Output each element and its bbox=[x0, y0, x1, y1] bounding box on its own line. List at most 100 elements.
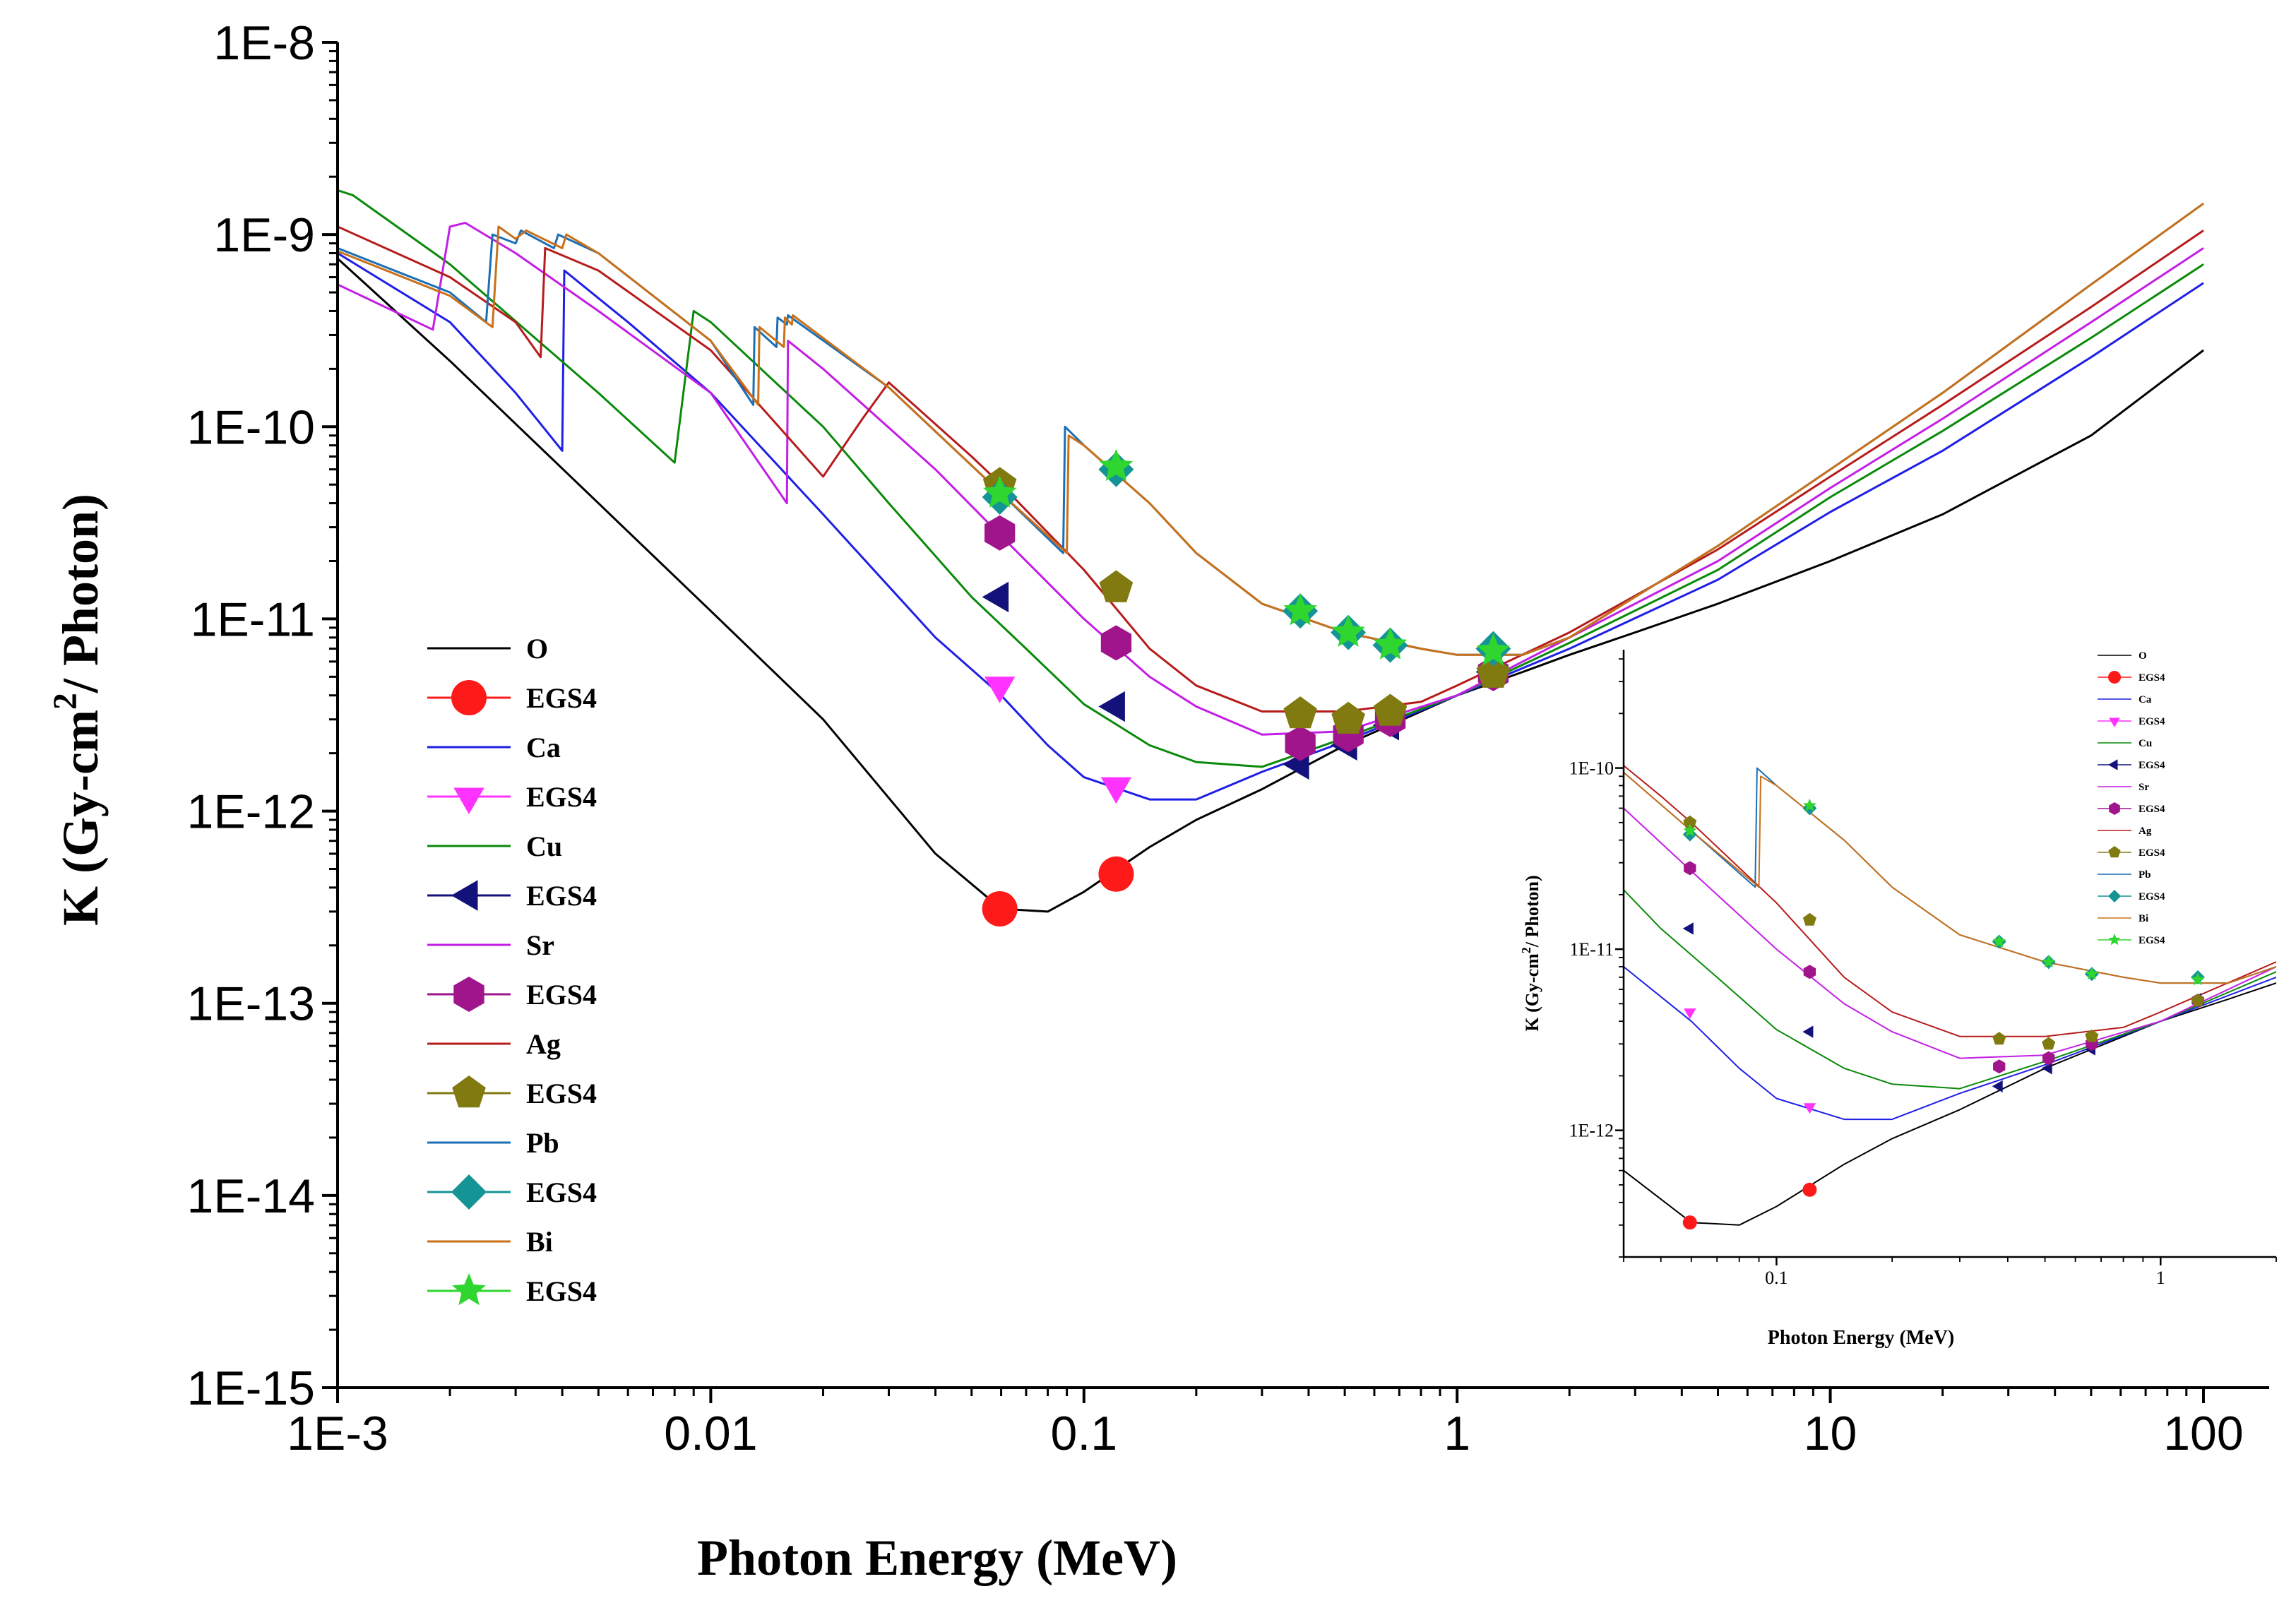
legend-marker-sr bbox=[453, 977, 484, 1012]
egs4-marker-cu bbox=[982, 581, 1009, 613]
inset-egs4-marker-o bbox=[1682, 1215, 1697, 1230]
inset-egs4-marker-ag bbox=[2085, 1029, 2099, 1042]
egs4-marker-sr bbox=[1100, 625, 1132, 661]
egs4-marker-bi bbox=[1373, 627, 1408, 660]
legend-label: Cu bbox=[526, 830, 562, 862]
y-tick-label: 1E-9 bbox=[213, 208, 315, 262]
egs4-marker-sr bbox=[1285, 725, 1316, 761]
main-series-group bbox=[338, 189, 2204, 913]
egs4-marker-sr bbox=[985, 515, 1016, 551]
legend-label: Ag bbox=[526, 1028, 561, 1060]
inset-markers-group bbox=[1682, 798, 2205, 1230]
egs4-marker-ca bbox=[985, 677, 1016, 703]
inset-egs4-marker-ag bbox=[1683, 815, 1697, 828]
y-axis-title: K (Gy-cm2/ Photon) bbox=[47, 494, 109, 926]
inset-legend-marker-sr bbox=[2109, 802, 2120, 815]
series-line-ca bbox=[338, 252, 2204, 801]
inset-axes: 0.1 1 1E-12 1E-11 1E-10 bbox=[1569, 650, 2277, 1288]
legend-label: EGS4 bbox=[526, 1176, 597, 1208]
x-axis-title: Photon Energy (MeV) bbox=[697, 1530, 1177, 1586]
inset-legend-marker-ca bbox=[2109, 717, 2120, 727]
inset-y-axis-title-tail: / Photon) bbox=[1522, 875, 1542, 948]
y-axis-title-tail: / Photon) bbox=[52, 494, 109, 693]
egs4-marker-ag bbox=[1283, 696, 1317, 729]
legend-marker-cu bbox=[451, 880, 478, 911]
inset-series-line-sr bbox=[1624, 807, 2276, 1059]
inset-legend: O EGS4 Ca EGS4 Cu EGS4 Sr EGS4 Ag EGS4 Pb EGS4 Bi EGS… bbox=[2098, 650, 2165, 946]
legend-marker-ag bbox=[452, 1075, 486, 1108]
egs4-marker-ag bbox=[1373, 693, 1408, 726]
legend-label: O bbox=[526, 633, 548, 665]
inset-legend-marker-ag bbox=[2108, 846, 2121, 858]
inset-legend-label: EGS4 bbox=[2139, 716, 2165, 727]
egs4-marker-o bbox=[982, 890, 1018, 926]
inset-egs4-marker-sr bbox=[1803, 965, 1816, 979]
y-tick-label: 1E-12 bbox=[187, 785, 315, 839]
y-tick-label: 1E-8 bbox=[213, 16, 315, 70]
inset-legend-label: EGS4 bbox=[2139, 760, 2165, 771]
inset-egs4-marker-o bbox=[1802, 1182, 1817, 1197]
inset-series-line-ag bbox=[1624, 764, 2276, 1037]
inset-series-line-ca bbox=[1624, 965, 2276, 1121]
main-legend: O EGS4 Ca EGS4 Cu EGS4 Sr EGS4 Ag EGS4 Pb EGS4 Bi EGS… bbox=[427, 633, 597, 1307]
x-tick-label: 0.01 bbox=[664, 1407, 757, 1460]
egs4-marker-bi bbox=[1099, 448, 1134, 481]
inset-y-axis-title: K (Gy-cm2/ Photon) bbox=[1519, 875, 1542, 1031]
y-axis-title-superscript: 2 bbox=[47, 693, 84, 710]
legend-marker-bi bbox=[452, 1273, 486, 1306]
inset-legend-label: EGS4 bbox=[2139, 935, 2165, 946]
inset-background bbox=[1624, 650, 2276, 1257]
inset-legend-label: Cu bbox=[2139, 738, 2152, 749]
inset-egs4-marker-bi bbox=[2191, 972, 2205, 986]
inset-y-axis-title-main: K (Gy-cm bbox=[1522, 953, 1542, 1032]
inset-series-line-cu bbox=[1624, 888, 2276, 1090]
inset-series-line-bi bbox=[1624, 771, 2276, 984]
series-line-ag bbox=[338, 225, 2204, 713]
egs4-marker-bi bbox=[1331, 614, 1365, 647]
inset-y-tick-label: 1E-11 bbox=[1569, 939, 1614, 960]
inset-egs4-marker-ca bbox=[1684, 1008, 1696, 1020]
inset-legend-label: Bi bbox=[2139, 913, 2148, 924]
legend-label: Bi bbox=[526, 1226, 553, 1258]
legend-label: EGS4 bbox=[526, 880, 597, 912]
series-line-pb bbox=[338, 202, 2204, 656]
inset-legend-label: Ca bbox=[2139, 694, 2152, 705]
inset-y-axis-title-superscript: 2 bbox=[1519, 947, 1533, 953]
y-axis-title-main: K (Gy-cm bbox=[52, 710, 109, 926]
egs4-marker-bi bbox=[1476, 633, 1511, 666]
legend-label: Ca bbox=[526, 732, 561, 763]
y-tick-label: 1E-10 bbox=[187, 400, 315, 454]
legend-marker-o bbox=[451, 680, 487, 715]
inset-egs4-marker-sr bbox=[1993, 1059, 2006, 1074]
inset-legend-label: Ag bbox=[2139, 826, 2152, 837]
egs4-marker-bi bbox=[1283, 593, 1317, 626]
x-tick-label: 100 bbox=[2163, 1407, 2243, 1460]
main-markers-group bbox=[982, 448, 1511, 926]
series-line-o bbox=[338, 257, 2204, 913]
legend-label: Sr bbox=[526, 929, 554, 961]
egs4-marker-bi bbox=[982, 475, 1017, 508]
inset-series-line-o bbox=[1624, 982, 2276, 1226]
legend-label: Pb bbox=[526, 1127, 559, 1159]
inset-legend-label: O bbox=[2139, 650, 2147, 662]
main-axes: 1E-3 0.01 0.1 1 10 100 1E-15 1E-14 1E-13 1E-12 1E-… bbox=[187, 16, 2269, 1460]
inset-legend-marker-bi bbox=[2108, 934, 2121, 946]
y-tick-label: 1E-13 bbox=[187, 977, 315, 1031]
inset-x-tick-label: 1 bbox=[2156, 1268, 2165, 1288]
x-tick-label: 10 bbox=[1804, 1407, 1857, 1460]
y-tick-label: 1E-15 bbox=[187, 1361, 315, 1415]
legend-label: EGS4 bbox=[526, 1275, 597, 1307]
inset-egs4-marker-cu bbox=[2041, 1062, 2052, 1075]
inset-egs4-marker-ag bbox=[2042, 1037, 2056, 1050]
inset-egs4-marker-sr bbox=[1684, 861, 1696, 876]
y-tick-label: 1E-14 bbox=[187, 1169, 315, 1223]
inset-y-tick-label: 1E-10 bbox=[1569, 758, 1614, 779]
egs4-marker-cu bbox=[1098, 691, 1125, 722]
legend-marker-pb bbox=[451, 1174, 487, 1210]
legend-marker-ca bbox=[453, 787, 484, 814]
egs4-marker-o bbox=[1098, 856, 1134, 892]
inset-egs4-marker-bi bbox=[2085, 967, 2099, 980]
series-line-sr bbox=[338, 222, 2204, 736]
inset-egs4-marker-cu bbox=[1992, 1080, 2003, 1092]
